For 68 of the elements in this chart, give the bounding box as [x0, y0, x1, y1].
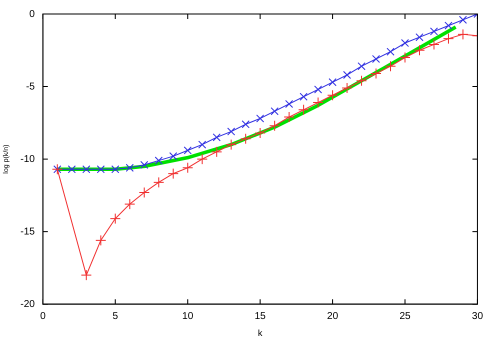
point: [96, 165, 105, 174]
point: [227, 127, 236, 136]
point: [300, 92, 308, 101]
point: [153, 176, 164, 188]
point: [212, 133, 221, 142]
point: [140, 160, 148, 169]
point: [240, 133, 252, 144]
point: [415, 33, 424, 42]
point: [442, 33, 454, 44]
point: [372, 54, 380, 64]
point: [198, 140, 206, 149]
point: [400, 52, 411, 64]
point: [458, 16, 467, 24]
point: [327, 90, 338, 101]
point: [400, 38, 410, 48]
point: [169, 152, 178, 160]
point: [457, 28, 468, 40]
point: [80, 270, 92, 281]
point: [95, 234, 106, 246]
point: [358, 62, 366, 70]
point: [182, 162, 194, 174]
point: [242, 120, 250, 128]
point: [284, 112, 295, 123]
point: [226, 139, 237, 150]
point: [342, 82, 353, 94]
point: [444, 22, 452, 30]
point: [154, 156, 163, 165]
point: [430, 27, 438, 36]
point: [314, 85, 322, 94]
point: [111, 165, 120, 174]
point: [285, 100, 294, 108]
point: [298, 104, 310, 116]
y-tick-label: -15: [20, 226, 36, 238]
point: [126, 164, 134, 172]
y-tick-label: 0: [29, 8, 36, 20]
point: [269, 120, 280, 132]
point: [68, 165, 76, 174]
point: [256, 114, 264, 123]
point: [110, 213, 121, 224]
point: [211, 146, 222, 158]
point: [254, 127, 266, 138]
point: [312, 97, 324, 108]
point: [428, 38, 440, 50]
point: [270, 107, 279, 116]
y-tick-label: -20: [20, 298, 36, 310]
x-tick-label: 10: [182, 310, 194, 322]
point: [370, 68, 382, 79]
point: [196, 154, 208, 165]
point: [184, 146, 192, 154]
x-tick-label: 0: [40, 310, 46, 322]
x-tick-label: 30: [472, 310, 484, 322]
point: [385, 60, 396, 72]
x-tick-label: 25: [399, 310, 412, 322]
x-tick-label: 5: [112, 310, 119, 322]
point: [328, 78, 337, 86]
y-tick-label: -10: [20, 154, 36, 165]
x-tick-label: 15: [254, 310, 266, 322]
point: [386, 48, 395, 56]
y-tick-label: -5: [26, 81, 36, 92]
point: [343, 70, 352, 79]
point: [168, 168, 179, 180]
point: [138, 186, 150, 198]
point: [124, 198, 136, 210]
point: [356, 75, 368, 86]
point: [82, 165, 90, 174]
point: [414, 44, 425, 56]
x-tick-label: 20: [327, 310, 339, 322]
x-axis-title: k: [258, 328, 263, 338]
